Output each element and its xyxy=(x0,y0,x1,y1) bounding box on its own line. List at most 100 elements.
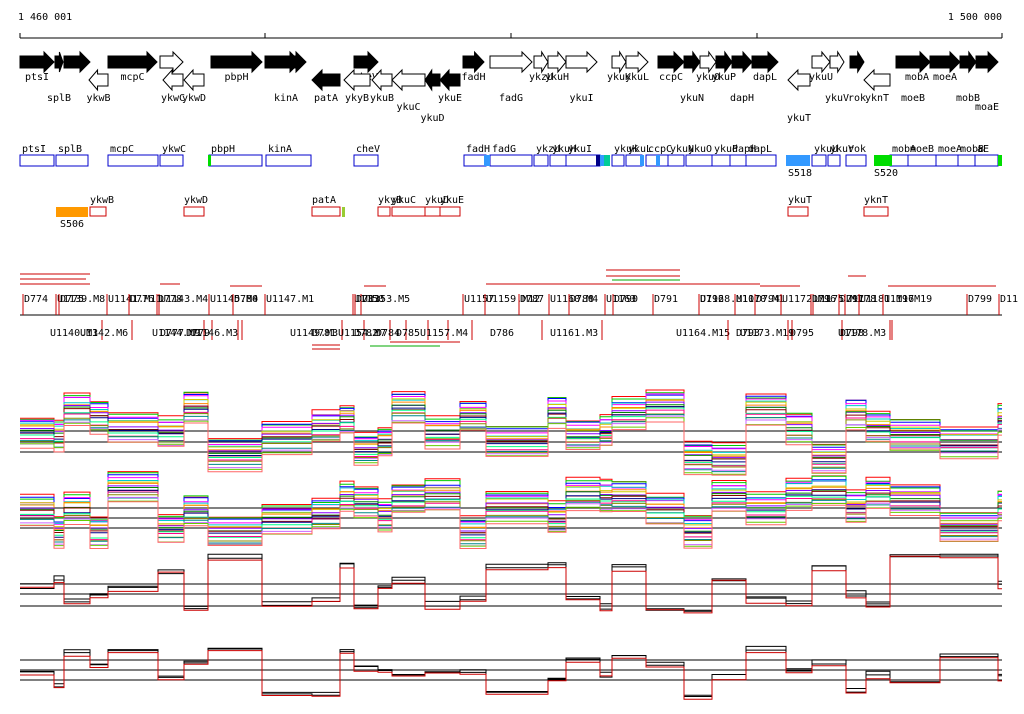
upper-transcript-label-U1147.M1: U1147.M1 xyxy=(266,294,314,305)
gene-arrow-ykwD xyxy=(183,68,205,92)
site-label-S518: S518 xyxy=(788,168,812,179)
minus-operon-label-ykuD: ykuD xyxy=(425,195,449,206)
operon-box-pbpH xyxy=(208,154,263,167)
operon-label-ykuU: ykuU xyxy=(814,144,838,155)
gene-label-ykuI: ykuI xyxy=(569,93,593,104)
upper-transcript-label-U1145.M4: U1145.M4 xyxy=(210,294,258,305)
operon-box-ykuO xyxy=(685,154,713,167)
minus-operon-box-yknT xyxy=(863,206,889,217)
operon-box-ykuN xyxy=(667,154,685,167)
gene-label-mcpC: mcpC xyxy=(120,72,144,83)
operon-box-moeB xyxy=(907,154,937,167)
gene-arrow-fadH xyxy=(462,50,485,74)
track-1 xyxy=(20,389,1002,476)
upper-transcript-label-U1196M19: U1196M19 xyxy=(884,294,932,305)
gene-label-ykuV: ykuV xyxy=(825,93,849,104)
upper-transcript-label-D792: D792 xyxy=(700,294,724,305)
site-label-S506: S506 xyxy=(60,219,84,230)
expression-profile-tracks xyxy=(20,389,1002,700)
gene-arrow-moaE xyxy=(975,50,999,74)
operon-label-ykuH: ykuH xyxy=(552,144,576,155)
minus-operon-label-ykwD: ykwD xyxy=(184,195,208,206)
upper-transcript-label-U1143.M4: U1143.M4 xyxy=(160,294,208,305)
gene-arrow-ykuU xyxy=(811,50,831,74)
lower-transcript-label-D786: D786 xyxy=(490,328,514,339)
gene-label-ykwD: ykwD xyxy=(182,93,206,104)
upper-transcript-label-U1141.M11: U1141.M11 xyxy=(108,294,162,305)
expression-series-line xyxy=(20,555,1002,614)
upper-transcript-label-D794: D794 xyxy=(756,294,780,305)
operon-label-ykuK: ykuK xyxy=(614,144,638,155)
gene-arrow-ykuI xyxy=(565,50,598,74)
gene-label-ykuP: ykuP xyxy=(712,72,736,83)
minus-marker xyxy=(342,207,345,217)
gene-label-ykuT: ykuT xyxy=(787,113,811,124)
operon-marker xyxy=(484,155,490,166)
operon-box-mobB xyxy=(957,154,976,167)
operon-box-ykuL xyxy=(625,154,643,167)
lower-transcript-label-D782: D782 xyxy=(354,328,378,339)
lower-transcript-label-U1161.M3: U1161.M3 xyxy=(550,328,598,339)
gene-label-ykwC: ykwC xyxy=(161,93,185,104)
gene-label-dapH: dapH xyxy=(730,93,754,104)
gene-arrow-yknT xyxy=(863,68,891,92)
operon-box-ykuK xyxy=(611,154,625,167)
gene-arrow-ykuD xyxy=(424,68,441,92)
upper-transcript-label-U1181.M17: U1181.M17 xyxy=(860,294,914,305)
gene-label-moeA: moeA xyxy=(933,72,957,83)
upper-transcript-label-U1168.M10: U1168.M10 xyxy=(700,294,754,305)
gene-arrow-ykuV xyxy=(829,50,845,74)
gene-label-rok: rok xyxy=(848,93,866,104)
operon-box-mobA xyxy=(889,154,909,167)
operon-label-ykzU: ykzU xyxy=(536,144,560,155)
expression-series-line xyxy=(20,647,1002,697)
operon-box-ykuV xyxy=(827,154,841,167)
gene-label-fadH: fadH xyxy=(461,72,485,83)
upper-transcript-label-D776: D776 xyxy=(130,294,154,305)
gene-label-ykuO: ykuO xyxy=(696,72,720,83)
gene-arrow-splB xyxy=(54,51,64,73)
minus-operon-label-ykuT: ykuT xyxy=(788,195,812,206)
minus-operon-label-ykuC: ykuC xyxy=(392,195,416,206)
operon-box-ykuI xyxy=(565,154,601,167)
operon-label-fadH: fadH xyxy=(466,144,490,155)
gene-arrow-dapH xyxy=(731,50,753,74)
gene-arrow-ykuT xyxy=(787,68,811,92)
gene-arrow-fadG xyxy=(489,50,533,74)
site-box-S506 xyxy=(56,207,88,217)
upper-transcript-label-U1172.M1: U1172.M1 xyxy=(782,294,830,305)
gene-arrow-pbpH xyxy=(210,50,263,74)
upper-transcript-label-U1139.M8: U1139.M8 xyxy=(57,294,105,305)
operon-box-ykzU xyxy=(533,154,549,167)
operon-marker xyxy=(604,155,610,166)
gene-arrow-ccpC xyxy=(657,50,685,74)
minus-operon-box-ykwD xyxy=(183,206,205,217)
minus-operon-box-ykwB xyxy=(89,206,107,217)
gene-arrow-kinA xyxy=(265,50,307,74)
lower-transcript-label-U1154.M7: U1154.M7 xyxy=(338,328,386,339)
operon-box-cheV xyxy=(353,154,379,167)
upper-transcript-label-D788: D788 xyxy=(570,294,594,305)
gene-arrow-ykwC xyxy=(162,68,184,92)
coord-end-label: 1 500 000 xyxy=(947,12,1002,23)
gene-label-moaE: moaE xyxy=(975,102,999,113)
operon-label-dapL: dapL xyxy=(748,144,772,155)
track-4 xyxy=(20,645,1002,700)
expression-series-line xyxy=(20,409,1002,467)
operon-box-rok xyxy=(845,154,867,167)
upper-transcript-label-U1170.M1: U1170.M1 xyxy=(736,294,784,305)
gene-label-mobA: mobA xyxy=(905,72,929,83)
operon-box-ykwC xyxy=(159,154,184,167)
lower-transcript-label-D793: D793 xyxy=(736,328,760,339)
gene-arrow-ptsI xyxy=(19,50,55,74)
gene-label-pbpH: pbpH xyxy=(224,72,248,83)
minus-operon-label-ykuE: ykuE xyxy=(440,195,464,206)
gene-label-ykyB: ykyB xyxy=(345,93,369,104)
gene-label-ykuU: ykuU xyxy=(809,72,833,83)
lower-transcript-label-D795: D795 xyxy=(790,328,814,339)
operon-label-ykuI: ykuI xyxy=(568,144,592,155)
gene-label-fadG: fadG xyxy=(499,93,523,104)
gene-arrow-ykwB xyxy=(88,68,109,92)
gene-label-dapL: dapL xyxy=(753,72,777,83)
